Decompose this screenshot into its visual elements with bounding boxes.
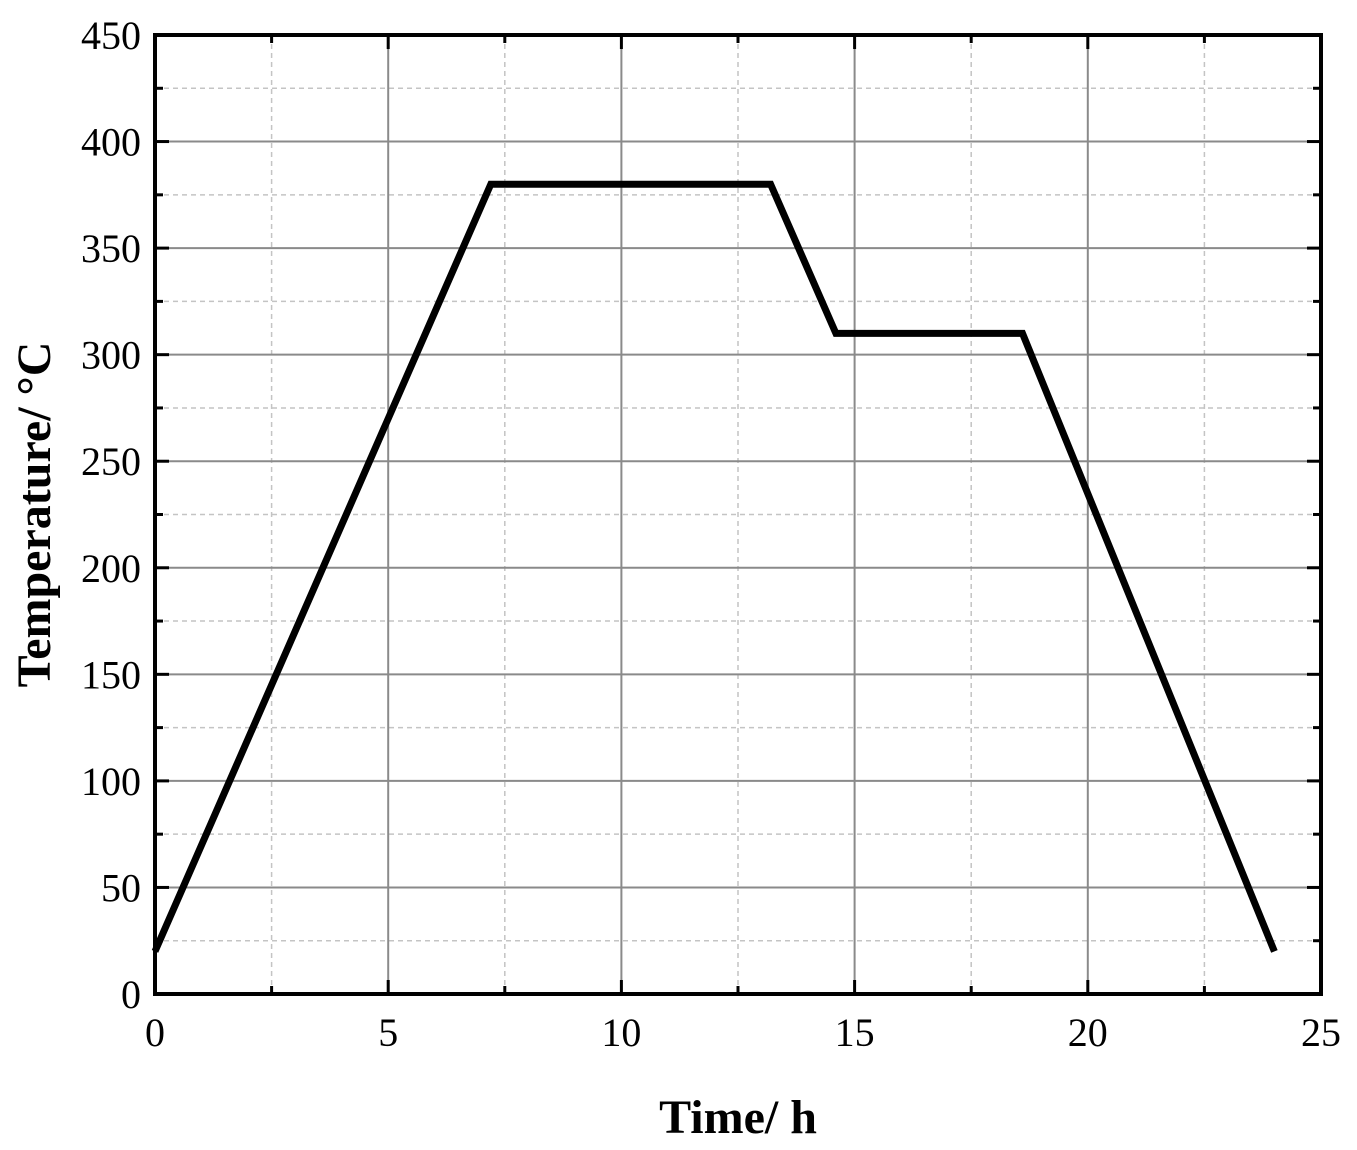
y-tick-label: 150 — [81, 652, 141, 697]
series-line-0 — [151, 180, 1278, 953]
y-tick-label: 400 — [81, 120, 141, 165]
y-tick-label: 300 — [81, 333, 141, 378]
y-tick-labels: 0 50 100 150 200 250 300 350 400 450 — [81, 13, 141, 1017]
y-tick-label: 200 — [81, 546, 141, 591]
y-axis-title: Temperature/ °C — [8, 342, 61, 688]
y-tick-label: 50 — [101, 865, 141, 910]
x-tick-label: 0 — [145, 1010, 165, 1055]
y-tick-label: 0 — [121, 972, 141, 1017]
y-tick-label: 250 — [81, 439, 141, 484]
x-tick-label: 25 — [1301, 1010, 1341, 1055]
series-lines — [151, 180, 1278, 953]
y-tick-label: 350 — [81, 226, 141, 271]
y-tick-label: 100 — [81, 759, 141, 804]
x-tick-label: 10 — [601, 1010, 641, 1055]
plot-frame — [153, 33, 1323, 996]
x-tick-label: 20 — [1068, 1010, 1108, 1055]
grid — [155, 35, 1321, 994]
x-tick-labels: 0 5 10 15 20 25 — [145, 1010, 1341, 1055]
x-tick-label: 5 — [378, 1010, 398, 1055]
y-tick-label: 450 — [81, 13, 141, 58]
x-tick-label: 15 — [835, 1010, 875, 1055]
x-axis-title: Time/ h — [659, 1091, 817, 1144]
